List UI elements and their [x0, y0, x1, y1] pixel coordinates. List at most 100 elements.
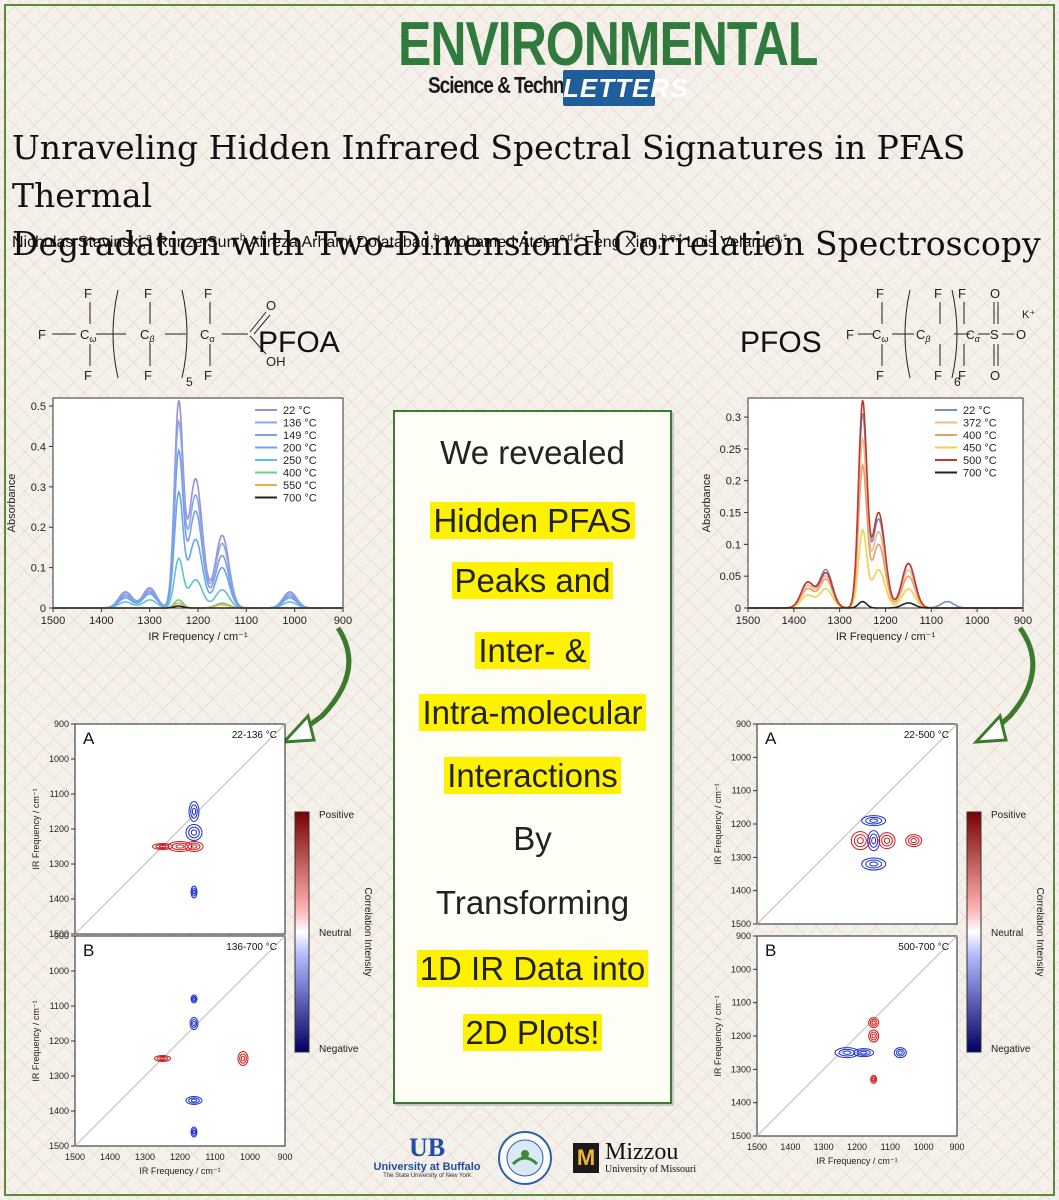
pfos-repeat-count: 6 — [954, 375, 961, 389]
x-tick-label: 1200 — [873, 615, 897, 627]
contour — [190, 1098, 198, 1103]
y-tick-label: 1300 — [49, 1071, 69, 1081]
contour — [907, 836, 920, 846]
contour — [893, 1047, 907, 1059]
y-tick-label: 1100 — [732, 998, 751, 1008]
contour — [895, 1048, 905, 1057]
colorbar-mid-label: Neutral — [991, 928, 1023, 939]
colorbar — [294, 811, 310, 1053]
contour — [868, 1029, 880, 1043]
y-tick-label: 1100 — [50, 1001, 69, 1011]
legend-label: 400 °C — [963, 430, 997, 442]
legend-label: 550 °C — [283, 480, 317, 492]
diagonal-line — [756, 723, 958, 925]
author: Feng Xiao,b,e,* — [584, 233, 683, 252]
message-highlight: Interactions — [444, 757, 621, 794]
x-tick-label: 1400 — [100, 1152, 120, 1162]
atom-f: F — [934, 368, 942, 383]
contour — [838, 1048, 856, 1057]
colorbar-title: Correlation Intensity — [1034, 888, 1045, 977]
atom-f: F — [876, 368, 884, 383]
panel-range: 136-700 °C — [226, 942, 277, 953]
legend-label: 200 °C — [283, 443, 317, 455]
atom-f: F — [38, 327, 46, 342]
legend-label: 700 °C — [283, 493, 317, 505]
contour — [185, 824, 203, 841]
contour — [190, 829, 198, 836]
y-tick-label: 1100 — [50, 789, 69, 799]
atom-o: O — [990, 368, 1000, 383]
atom-f: F — [84, 368, 92, 383]
contour — [871, 1076, 877, 1083]
svg-text:Cβ: Cβ — [140, 327, 155, 344]
contour — [869, 1031, 878, 1041]
y-tick-label: 1500 — [731, 1131, 751, 1141]
x-tick-label: 1000 — [914, 1142, 934, 1152]
atom-f: F — [846, 327, 854, 342]
y-tick-label: 1400 — [49, 894, 69, 904]
x-tick-label: 1500 — [41, 615, 65, 627]
colorbar-top-label: Positive — [319, 810, 354, 821]
colorbar-title: Correlation Intensity — [362, 888, 373, 977]
legend-label: 149 °C — [283, 430, 317, 442]
x-tick-label: 1500 — [747, 1142, 767, 1152]
series-line — [53, 605, 343, 609]
contour — [850, 831, 870, 851]
ub-subtitle: The State University of New York — [383, 1173, 471, 1179]
y-tick-label: 0.25 — [720, 444, 741, 456]
epa-seal-icon — [498, 1131, 552, 1185]
contour — [158, 845, 167, 848]
atom-o: O — [266, 298, 276, 313]
contour — [853, 1048, 875, 1058]
x-tick-label: 1500 — [736, 615, 760, 627]
pfoa-repeat-count: 5 — [186, 375, 193, 389]
ub-logo: UB University at Buffalo The State Unive… — [363, 1135, 491, 1180]
y-tick-label: 1400 — [731, 886, 751, 896]
y-tick-label: 0.3 — [31, 482, 46, 494]
contour — [191, 887, 197, 897]
colorbar-bottom-label: Negative — [319, 1044, 359, 1055]
y-tick-label: 1200 — [49, 824, 69, 834]
map-panel: 900 1000 1100 1200 1300 1400 1500 IR Frequency … — [713, 931, 965, 1166]
x-tick-label: 1200 — [170, 1152, 190, 1162]
atom-f: F — [876, 286, 884, 301]
panel-letter: B — [83, 941, 94, 960]
y-tick-label: 1000 — [731, 964, 751, 974]
contour — [192, 889, 196, 895]
paper-title: Unraveling Hidden Infrared Spectral Sign… — [12, 124, 1052, 268]
x-axis-label: IR Frequency / cm⁻¹ — [148, 631, 248, 643]
mizzou-mark: M — [573, 1142, 599, 1173]
contour — [869, 818, 879, 823]
x-tick-label: 1000 — [240, 1152, 260, 1162]
contour — [190, 1019, 198, 1028]
panel-range: 22-136 °C — [232, 730, 277, 741]
contour — [175, 844, 185, 849]
y-tick-label: 0.4 — [31, 441, 46, 453]
series-line — [748, 600, 1023, 609]
atom-f: F — [144, 368, 152, 383]
contour — [190, 1126, 198, 1138]
contour — [867, 830, 881, 852]
pfos-2d-maps: 900 1000 1100 1200 1300 1400 1500 IR Frequency … — [713, 719, 1045, 1166]
legend-label: 136 °C — [283, 418, 317, 430]
contour — [869, 861, 879, 867]
contour — [190, 804, 198, 819]
x-tick-label: 900 — [277, 1152, 292, 1162]
diagonal-line — [74, 723, 286, 935]
x-axis-label: IR Frequency / cm⁻¹ — [139, 1166, 220, 1176]
contour — [910, 838, 917, 844]
svg-text:Cα: Cα — [200, 327, 215, 344]
y-tick-label: 900 — [54, 719, 69, 729]
contour — [871, 1033, 876, 1039]
contour — [188, 1097, 200, 1104]
contour — [188, 801, 200, 822]
contour — [865, 859, 883, 869]
y-tick-label: 0.2 — [31, 522, 46, 534]
atom-o: O — [1016, 327, 1026, 342]
panel-letter: A — [765, 729, 777, 748]
legend-label: 372 °C — [963, 418, 997, 430]
contour — [239, 1053, 247, 1064]
ub-name: University at Buffalo — [373, 1161, 481, 1173]
x-axis-label: IR Frequency / cm⁻¹ — [816, 1156, 897, 1166]
contour — [237, 1051, 249, 1066]
